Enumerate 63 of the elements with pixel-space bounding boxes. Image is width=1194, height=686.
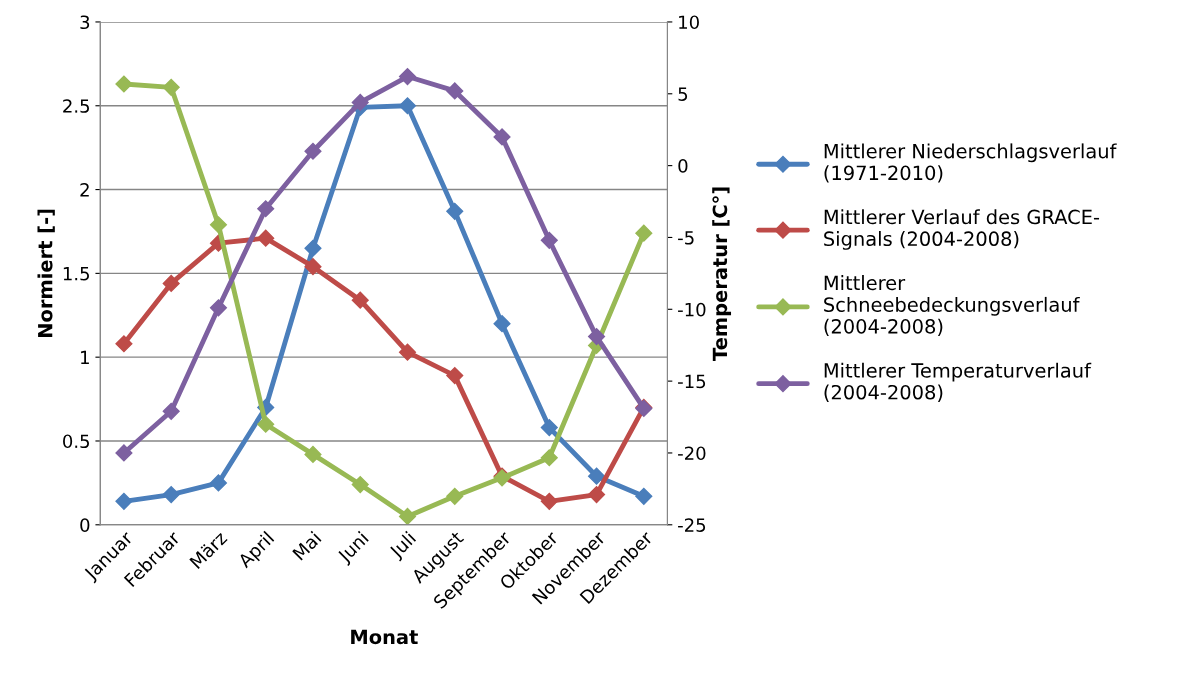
- point: [115, 492, 133, 510]
- y2-tick-label: 0: [678, 159, 688, 173]
- y2-tick-label: -20: [678, 446, 706, 461]
- legend-label: Mittlerer Verlauf des GRACE- Signals (2004-2008): [824, 209, 1100, 250]
- point: [115, 75, 133, 93]
- y-tick-label: 2.5: [63, 99, 89, 113]
- y2-tick-label: -10: [678, 302, 706, 317]
- legend-label: Mittlerer Niederschlagsverlauf (1971-2010): [824, 143, 1117, 183]
- point: [588, 486, 606, 504]
- point: [540, 449, 558, 467]
- y2-axis-title: Temperatur [C°]: [712, 187, 732, 361]
- y-tick-label: 1: [81, 350, 89, 365]
- point: [540, 419, 558, 437]
- point: [162, 402, 180, 420]
- point: [351, 93, 369, 111]
- point: [635, 487, 653, 505]
- x-tick-label: Mai: [291, 530, 322, 561]
- point: [446, 487, 464, 505]
- y2-tick-label: 5: [678, 87, 688, 101]
- legend-label: Mittlerer Schneebedeckungsverlauf (2004-2008): [824, 275, 1080, 337]
- y-tick-label: 0: [80, 518, 90, 532]
- point: [398, 97, 417, 115]
- point: [162, 274, 180, 292]
- legend-label: Mittlerer Temperaturverlauf (2004-2008): [824, 362, 1092, 402]
- point: [304, 142, 322, 160]
- point: [540, 231, 558, 249]
- point: [209, 299, 228, 317]
- point: [493, 315, 511, 333]
- y-tick-label: 3: [80, 15, 90, 30]
- y2-tick-label: -25: [678, 518, 706, 532]
- point: [304, 258, 322, 276]
- point: [446, 82, 464, 100]
- point: [635, 224, 653, 242]
- point: [209, 474, 228, 492]
- point: [398, 343, 417, 361]
- point: [588, 328, 606, 346]
- point: [588, 467, 606, 485]
- point: [257, 415, 275, 433]
- point: [115, 444, 133, 462]
- point: [398, 507, 417, 525]
- y-tick-label: 2: [80, 183, 89, 197]
- y-tick-label: 0.5: [63, 434, 89, 449]
- point: [304, 239, 322, 257]
- point: [446, 367, 464, 385]
- point: [257, 200, 275, 218]
- y-axis-title: Normiert [-]: [37, 209, 55, 337]
- point: [351, 291, 369, 309]
- point: [493, 128, 511, 146]
- y2-tick-label: -15: [678, 374, 706, 389]
- point: [209, 216, 228, 234]
- point: [304, 445, 322, 463]
- point: [398, 67, 417, 86]
- y2-tick-label: -5: [678, 231, 694, 245]
- point: [162, 78, 180, 96]
- point: [446, 202, 464, 220]
- point: [162, 486, 180, 504]
- y2-tick-label: 10: [679, 15, 699, 30]
- point: [351, 476, 369, 494]
- point: [540, 492, 558, 510]
- y-tick-label: 1.5: [63, 267, 89, 281]
- point: [115, 335, 133, 353]
- point: [257, 229, 275, 247]
- x-axis-title: Monat: [351, 629, 418, 645]
